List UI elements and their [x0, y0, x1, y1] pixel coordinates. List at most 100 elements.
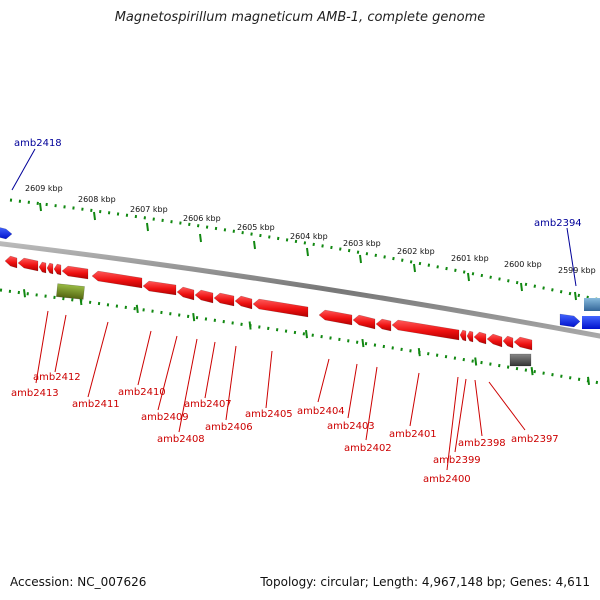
- ruler-label: 2607 kbp: [130, 205, 168, 214]
- gene-arrow-blue[interactable]: [582, 316, 600, 329]
- gene-arrow[interactable]: [486, 333, 503, 348]
- ruler-label: 2605 kbp: [237, 223, 275, 232]
- accession-text: Accession: NC_007626: [10, 575, 147, 589]
- ruler-label: 2604 kbp: [290, 232, 328, 241]
- gene-label[interactable]: amb2406: [205, 422, 253, 433]
- outer-label-amb2394[interactable]: amb2394: [534, 218, 582, 229]
- gene-arrow[interactable]: [53, 263, 62, 276]
- amb2418-callout: [11, 148, 36, 191]
- gene-highlight[interactable]: [56, 283, 85, 300]
- gene-label[interactable]: amb2401: [389, 429, 437, 440]
- gene-arrow[interactable]: [38, 261, 47, 274]
- gene-label[interactable]: amb2404: [297, 406, 345, 417]
- gene-callout-line: [178, 338, 198, 433]
- gene-callout-line: [87, 321, 109, 398]
- gene-arrow[interactable]: [502, 335, 514, 349]
- gene-label[interactable]: amb2408: [157, 434, 205, 445]
- gene-arrow[interactable]: [234, 295, 253, 310]
- ruler-tick: [520, 282, 523, 292]
- gene-label[interactable]: amb2399: [433, 455, 481, 466]
- gene-label[interactable]: amb2412: [33, 372, 81, 383]
- gene-arrow[interactable]: [176, 286, 195, 301]
- gene-arrow[interactable]: [318, 309, 353, 326]
- gene-arrow[interactable]: [213, 292, 235, 307]
- gene-arrow[interactable]: [391, 319, 460, 341]
- gene-callout-line: [157, 335, 178, 411]
- amb2394-callout: [566, 227, 577, 287]
- gene-callout-line: [365, 366, 378, 441]
- gene-arrow-blue[interactable]: [559, 313, 581, 328]
- ruler-tick: [467, 272, 470, 282]
- gene-arrow[interactable]: [459, 329, 467, 342]
- gene-label[interactable]: amb2413: [11, 388, 59, 399]
- gene-label[interactable]: amb2409: [141, 412, 189, 423]
- gene-arrow[interactable]: [194, 289, 214, 304]
- track-tick: [305, 330, 308, 339]
- track-tick: [587, 376, 590, 386]
- gene-arrow[interactable]: [61, 265, 89, 280]
- ruler-tick: [39, 202, 42, 212]
- gene-arrow[interactable]: [46, 262, 54, 275]
- gene-label[interactable]: amb2398: [458, 438, 506, 449]
- ruler-tick: [574, 291, 577, 301]
- gene-arrow[interactable]: [375, 318, 392, 332]
- ruler-tick: [359, 254, 362, 264]
- gene-callout-line: [225, 345, 237, 421]
- ruler-tick: [146, 222, 149, 232]
- track-tick: [361, 338, 365, 348]
- genome-summary-text: Topology: circular; Length: 4,967,148 bp…: [260, 575, 590, 589]
- gene-arrow[interactable]: [17, 257, 39, 272]
- gene-label[interactable]: amb2403: [327, 421, 375, 432]
- gene-arrow-amb2394[interactable]: [584, 298, 600, 311]
- gene-arrow[interactable]: [252, 298, 309, 318]
- gene-label[interactable]: amb2411: [72, 399, 120, 410]
- ruler-label: 2599 kbp: [558, 266, 596, 275]
- gene-arrow[interactable]: [142, 280, 177, 296]
- gene-callout-line: [265, 350, 273, 409]
- ruler-label: 2600 kbp: [504, 260, 542, 269]
- track-tick: [248, 321, 252, 330]
- ruler-tick: [306, 247, 309, 257]
- gene-arrow[interactable]: [513, 336, 533, 351]
- track-tick: [23, 289, 26, 298]
- ruler-tick: [93, 211, 96, 221]
- ruler-label: 2608 kbp: [78, 195, 116, 204]
- track-tick: [530, 366, 534, 376]
- gene-label[interactable]: amb2410: [118, 387, 166, 398]
- ruler-label: 2606 kbp: [183, 214, 221, 223]
- gene-callout-line: [204, 341, 216, 399]
- ruler-label: 2601 kbp: [451, 254, 489, 263]
- gene-label[interactable]: amb2407: [184, 399, 232, 410]
- ruler-inner-dots: [0, 288, 600, 385]
- ruler-label: 2603 kbp: [343, 239, 381, 248]
- ruler-tick: [253, 240, 256, 250]
- gene-label[interactable]: amb2400: [423, 474, 471, 485]
- gene-arrow-amb2418[interactable]: [0, 227, 13, 240]
- gene-arrow[interactable]: [4, 255, 18, 269]
- gene-pseudo[interactable]: [509, 353, 532, 367]
- gene-arrow[interactable]: [352, 314, 376, 330]
- gene-label[interactable]: amb2405: [245, 409, 293, 420]
- track-tick: [192, 312, 196, 322]
- gene-callout-line: [409, 372, 420, 427]
- ruler-label: 2602 kbp: [397, 247, 435, 256]
- map-title: Magnetospirillum magneticum AMB-1, compl…: [114, 10, 486, 25]
- gene-callout-line: [347, 363, 358, 419]
- ruler-label: 2609 kbp: [25, 184, 63, 193]
- gene-callout-line: [137, 330, 152, 386]
- gene-arrow[interactable]: [91, 270, 143, 289]
- gene-label[interactable]: amb2397: [511, 434, 559, 445]
- gene-callout-line: [454, 378, 467, 453]
- outer-label-amb2418[interactable]: amb2418: [14, 138, 62, 149]
- ruler-tick: [413, 263, 416, 273]
- genome-backbone: [0, 241, 600, 339]
- gene-callout-line: [488, 381, 526, 431]
- track-tick: [135, 304, 139, 314]
- gene-arrow[interactable]: [473, 331, 487, 345]
- gene-callout-line: [446, 376, 459, 471]
- ruler-tick: [199, 233, 202, 243]
- gene-arrow[interactable]: [466, 330, 474, 343]
- gene-callout-line: [317, 358, 330, 403]
- gene-label[interactable]: amb2402: [344, 443, 392, 454]
